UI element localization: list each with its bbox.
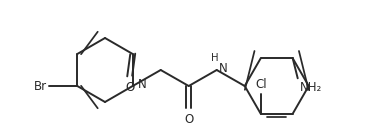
Text: N: N	[219, 61, 227, 75]
Text: N: N	[138, 78, 146, 90]
Text: O: O	[184, 113, 193, 126]
Text: O: O	[125, 81, 134, 94]
Text: Cl: Cl	[255, 78, 266, 91]
Text: H: H	[211, 53, 218, 63]
Text: NH₂: NH₂	[300, 81, 322, 94]
Text: Br: Br	[34, 80, 47, 92]
